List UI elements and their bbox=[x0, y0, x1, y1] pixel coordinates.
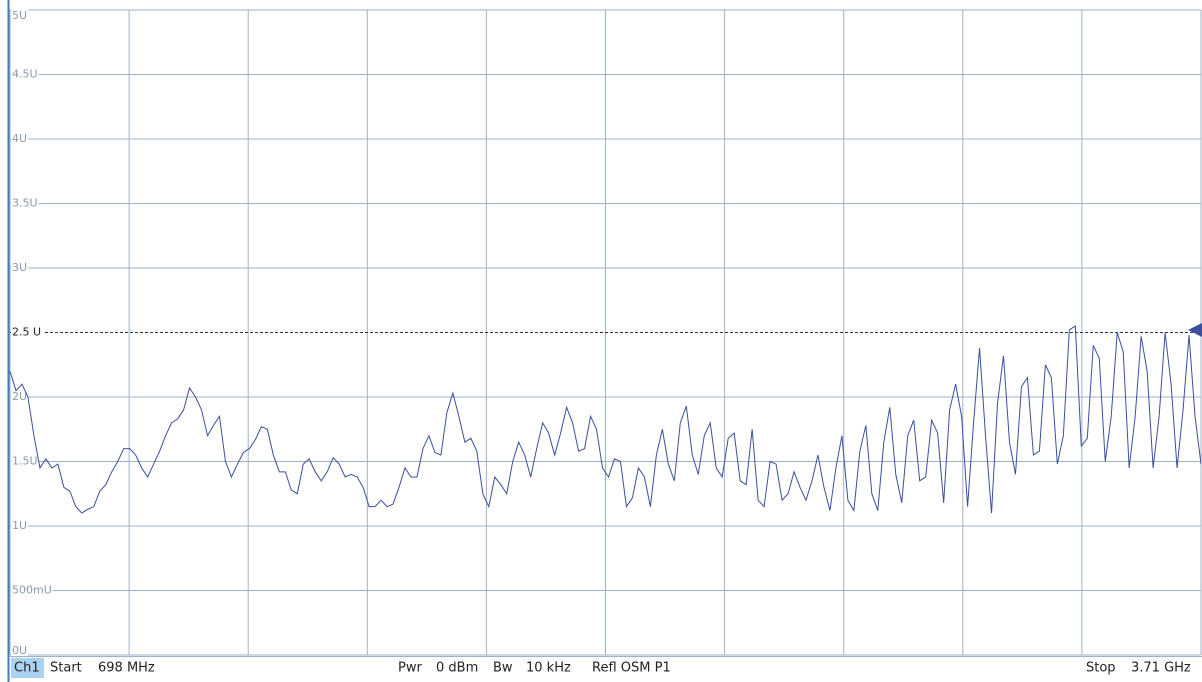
status-bar: Ch1 Start 698 MHz Pwr 0 dBm Bw 10 kHz Re… bbox=[10, 656, 1202, 678]
power-label: Pwr bbox=[398, 661, 422, 676]
y-tick-label: 3.5U bbox=[12, 197, 38, 210]
start-frequency: 698 MHz bbox=[98, 661, 155, 676]
stop-label: Stop bbox=[1086, 661, 1116, 676]
y-tick-label: 3U bbox=[12, 261, 27, 274]
y-tick-label: 500mU bbox=[12, 584, 52, 597]
tick-label-bg bbox=[11, 67, 39, 81]
tick-label-bg bbox=[11, 196, 39, 210]
bandwidth-label: Bw bbox=[493, 661, 513, 676]
limit-label-bg bbox=[11, 325, 45, 339]
start-label: Start bbox=[50, 661, 82, 676]
y-tick-label: 4.5U bbox=[12, 68, 38, 81]
power: 0 dBm bbox=[436, 661, 478, 676]
channel[interactable]: Ch1 bbox=[14, 661, 40, 676]
measurement: Refl OSM P1 bbox=[592, 661, 671, 676]
y-tick-label: 1.5U bbox=[12, 455, 38, 468]
stop-frequency: 3.71 GHz bbox=[1131, 661, 1191, 676]
tick-label-bg bbox=[11, 390, 29, 403]
tick-label-bg bbox=[11, 261, 29, 274]
marker-arrow bbox=[1188, 323, 1202, 337]
y-tick-label: 0U bbox=[12, 644, 27, 657]
y-tick-label: 1U bbox=[12, 519, 27, 532]
trace bbox=[9, 325, 1202, 514]
tick-label-bg bbox=[11, 583, 53, 597]
tick-label-bg bbox=[11, 9, 29, 22]
bandwidth: 10 kHz bbox=[526, 661, 571, 676]
y-tick-label: 2U bbox=[12, 390, 27, 403]
y-tick-label: 4U bbox=[12, 132, 27, 145]
tick-label-bg bbox=[11, 454, 39, 468]
tick-label-bg bbox=[11, 644, 29, 657]
channel-badge[interactable] bbox=[11, 658, 44, 678]
limit-label: 2.5 U bbox=[12, 326, 41, 339]
plot-area: 0U 500mU 1U 1.5U 2U 3U 3.5U 4U 4.5U 5U 2.5 U bbox=[9, 9, 1202, 657]
y-tick-label: 5U bbox=[12, 9, 27, 22]
tick-label-bg bbox=[11, 132, 29, 145]
tick-label-bg bbox=[11, 519, 29, 532]
